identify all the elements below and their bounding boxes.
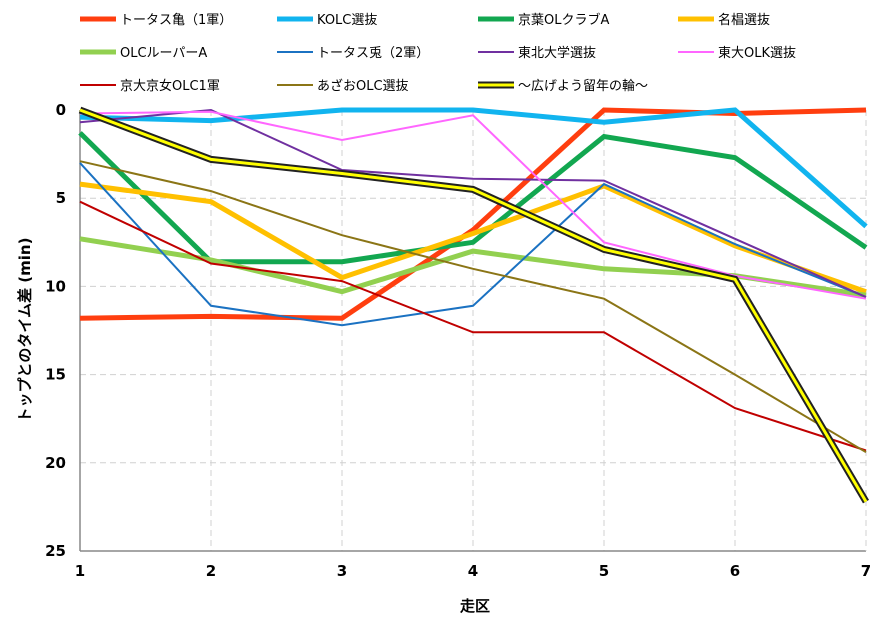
x-tick-label: 1 (75, 562, 85, 580)
y-tick-label: 5 (56, 189, 66, 207)
x-tick-label: 5 (599, 562, 609, 580)
x-tick-label: 3 (337, 562, 347, 580)
x-tick-label: 4 (468, 562, 478, 580)
legend-label-0: トータス亀（1軍） (120, 13, 232, 28)
y-axis-title: トップとのタイム差 (min) (16, 238, 34, 423)
grid-lines (80, 110, 866, 551)
legend-label-1: KOLC選抜 (317, 12, 377, 28)
y-tick-label: 15 (45, 366, 66, 384)
legend-label-9: あざおOLC選抜 (317, 78, 409, 94)
series-line-5 (79, 162, 867, 327)
y-tick-label: 20 (45, 454, 66, 472)
legend-label-8: 京大京女OLC1軍 (120, 78, 220, 94)
series-line-3 (79, 181, 867, 295)
x-tick-label: 2 (206, 562, 216, 580)
y-tick-label: 0 (56, 101, 66, 119)
y-tick-label: 10 (45, 277, 66, 295)
legend-label-4: OLCルーパーA (120, 46, 207, 61)
axes (79, 110, 867, 552)
y-tick-label: 25 (45, 542, 66, 560)
series-line-9 (79, 160, 867, 454)
series-line-8 (79, 200, 867, 452)
legend-label-10: ～広げよう留年の輪～ (518, 78, 648, 94)
series-line-6 (79, 108, 867, 298)
legend-label-3: 名椙選抜 (718, 12, 770, 28)
legend: トータス亀（1軍） KOLC選抜 京葉OLクラブA 名椙選抜 OLCルーパーA トータス兎… (80, 12, 796, 94)
x-tick-label: 6 (730, 562, 740, 580)
legend-label-2: 京葉OLクラブA (518, 12, 609, 28)
series-lines (78, 106, 870, 504)
series-line-10 (79, 108, 868, 503)
x-axis-title: 走区 (460, 597, 490, 615)
legend-label-5: トータス兎（2軍） (317, 46, 429, 61)
series-line-1 (79, 107, 868, 229)
legend-label-7: 東大OLK選抜 (718, 45, 796, 61)
x-tick-label: 7 (861, 562, 871, 580)
tick-labels: 0 5 10 15 20 25 1 2 3 4 5 6 7 (45, 101, 871, 580)
legend-label-6: 東北大学選抜 (518, 45, 596, 61)
series-line-0 (79, 107, 867, 321)
